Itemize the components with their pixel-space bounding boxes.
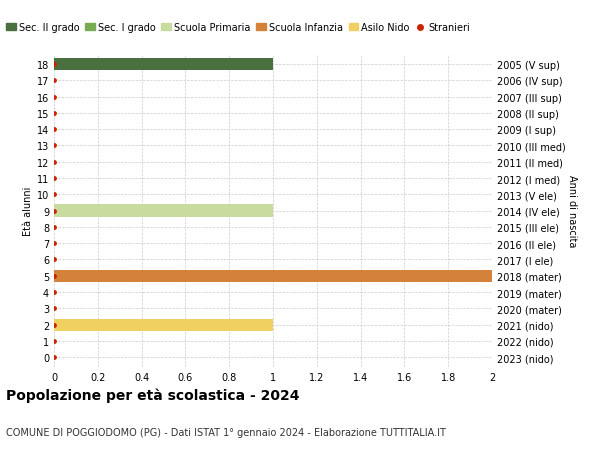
- Y-axis label: Età alunni: Età alunni: [23, 186, 32, 236]
- Bar: [54, 270, 492, 282]
- Text: Popolazione per età scolastica - 2024: Popolazione per età scolastica - 2024: [6, 388, 299, 403]
- Y-axis label: Anni di nascita: Anni di nascita: [567, 175, 577, 247]
- Text: COMUNE DI POGGIODOMO (PG) - Dati ISTAT 1° gennaio 2024 - Elaborazione TUTTITALIA: COMUNE DI POGGIODOMO (PG) - Dati ISTAT 1…: [6, 427, 446, 437]
- Legend: Sec. II grado, Sec. I grado, Scuola Primaria, Scuola Infanzia, Asilo Nido, Stran: Sec. II grado, Sec. I grado, Scuola Prim…: [2, 19, 474, 37]
- Bar: [54, 59, 273, 71]
- Bar: [54, 319, 273, 331]
- Bar: [54, 205, 273, 217]
